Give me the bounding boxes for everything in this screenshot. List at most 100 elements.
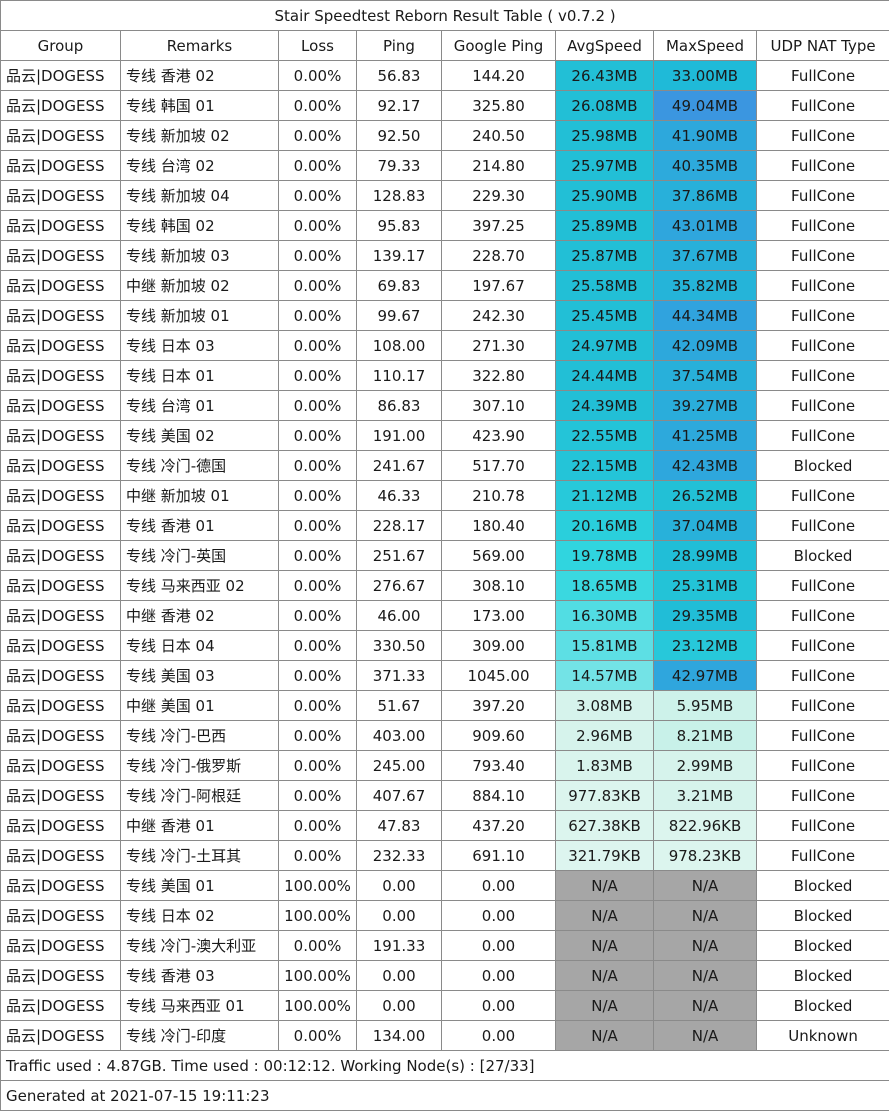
cell-google-ping: 909.60 — [442, 721, 556, 751]
cell-group: 品云|DOGESS — [1, 91, 121, 121]
cell-loss: 0.00% — [279, 121, 357, 151]
cell-udp-nat-type: FullCone — [757, 751, 889, 781]
cell-ping: 251.67 — [357, 541, 442, 571]
cell-loss: 0.00% — [279, 571, 357, 601]
cell-loss: 0.00% — [279, 841, 357, 871]
cell-max-speed: 8.21MB — [654, 721, 757, 751]
cell-avg-speed: 26.08MB — [556, 91, 654, 121]
cell-group: 品云|DOGESS — [1, 601, 121, 631]
cell-ping: 92.50 — [357, 121, 442, 151]
cell-ping: 0.00 — [357, 901, 442, 931]
cell-group: 品云|DOGESS — [1, 451, 121, 481]
cell-ping: 92.17 — [357, 91, 442, 121]
cell-group: 品云|DOGESS — [1, 661, 121, 691]
cell-avg-speed: N/A — [556, 901, 654, 931]
cell-google-ping: 197.67 — [442, 271, 556, 301]
cell-avg-speed: 25.87MB — [556, 241, 654, 271]
header-group: Group — [1, 31, 121, 61]
cell-group: 品云|DOGESS — [1, 181, 121, 211]
cell-max-speed: 26.52MB — [654, 481, 757, 511]
header-avg-speed: AvgSpeed — [556, 31, 654, 61]
cell-remarks: 专线 新加坡 02 — [121, 121, 279, 151]
cell-max-speed: 37.67MB — [654, 241, 757, 271]
cell-group: 品云|DOGESS — [1, 781, 121, 811]
cell-max-speed: 29.35MB — [654, 601, 757, 631]
cell-loss: 0.00% — [279, 151, 357, 181]
cell-max-speed: 978.23KB — [654, 841, 757, 871]
cell-max-speed: 37.86MB — [654, 181, 757, 211]
table-title: Stair Speedtest Reborn Result Table ( v0… — [1, 1, 889, 31]
header-ping: Ping — [357, 31, 442, 61]
cell-google-ping: 173.00 — [442, 601, 556, 631]
cell-max-speed: 5.95MB — [654, 691, 757, 721]
cell-group: 品云|DOGESS — [1, 751, 121, 781]
cell-loss: 0.00% — [279, 181, 357, 211]
cell-udp-nat-type: Blocked — [757, 871, 889, 901]
cell-group: 品云|DOGESS — [1, 931, 121, 961]
cell-google-ping: 397.20 — [442, 691, 556, 721]
cell-loss: 0.00% — [279, 451, 357, 481]
cell-avg-speed: 24.97MB — [556, 331, 654, 361]
cell-google-ping: 884.10 — [442, 781, 556, 811]
cell-ping: 191.00 — [357, 421, 442, 451]
cell-udp-nat-type: FullCone — [757, 661, 889, 691]
cell-avg-speed: 26.43MB — [556, 61, 654, 91]
header-loss: Loss — [279, 31, 357, 61]
cell-google-ping: 0.00 — [442, 961, 556, 991]
cell-google-ping: 1045.00 — [442, 661, 556, 691]
cell-ping: 0.00 — [357, 871, 442, 901]
cell-udp-nat-type: FullCone — [757, 721, 889, 751]
cell-udp-nat-type: FullCone — [757, 781, 889, 811]
cell-remarks: 专线 新加坡 01 — [121, 301, 279, 331]
cell-loss: 0.00% — [279, 61, 357, 91]
cell-max-speed: 23.12MB — [654, 631, 757, 661]
cell-ping: 128.83 — [357, 181, 442, 211]
cell-ping: 99.67 — [357, 301, 442, 331]
cell-udp-nat-type: Blocked — [757, 541, 889, 571]
cell-max-speed: 3.21MB — [654, 781, 757, 811]
cell-avg-speed: 22.55MB — [556, 421, 654, 451]
cell-max-speed: 822.96KB — [654, 811, 757, 841]
cell-remarks: 专线 新加坡 03 — [121, 241, 279, 271]
cell-ping: 56.83 — [357, 61, 442, 91]
cell-remarks: 专线 冷门-澳大利亚 — [121, 931, 279, 961]
cell-udp-nat-type: FullCone — [757, 211, 889, 241]
cell-udp-nat-type: FullCone — [757, 271, 889, 301]
cell-avg-speed: 15.81MB — [556, 631, 654, 661]
cell-google-ping: 569.00 — [442, 541, 556, 571]
cell-max-speed: 35.82MB — [654, 271, 757, 301]
cell-udp-nat-type: FullCone — [757, 241, 889, 271]
cell-loss: 0.00% — [279, 721, 357, 751]
cell-ping: 330.50 — [357, 631, 442, 661]
cell-remarks: 专线 韩国 01 — [121, 91, 279, 121]
cell-google-ping: 397.25 — [442, 211, 556, 241]
cell-avg-speed: 25.45MB — [556, 301, 654, 331]
cell-udp-nat-type: Blocked — [757, 961, 889, 991]
cell-ping: 228.17 — [357, 511, 442, 541]
cell-google-ping: 325.80 — [442, 91, 556, 121]
cell-udp-nat-type: Blocked — [757, 991, 889, 1021]
cell-ping: 245.00 — [357, 751, 442, 781]
cell-udp-nat-type: FullCone — [757, 421, 889, 451]
cell-max-speed: N/A — [654, 991, 757, 1021]
cell-google-ping: 309.00 — [442, 631, 556, 661]
cell-loss: 0.00% — [279, 601, 357, 631]
cell-loss: 100.00% — [279, 901, 357, 931]
cell-ping: 371.33 — [357, 661, 442, 691]
cell-remarks: 专线 日本 03 — [121, 331, 279, 361]
cell-max-speed: N/A — [654, 931, 757, 961]
cell-max-speed: 42.09MB — [654, 331, 757, 361]
cell-ping: 241.67 — [357, 451, 442, 481]
